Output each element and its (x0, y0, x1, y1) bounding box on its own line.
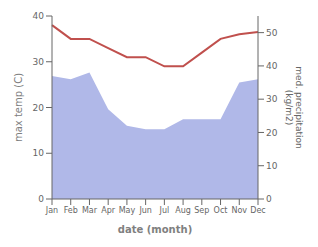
svg-text:Jun: Jun (138, 206, 152, 215)
svg-text:20: 20 (266, 128, 278, 138)
svg-text:30: 30 (33, 57, 45, 67)
svg-text:Mar: Mar (82, 206, 98, 215)
svg-text:40: 40 (33, 11, 45, 21)
svg-text:Aug: Aug (175, 206, 191, 215)
svg-text:Oct: Oct (214, 206, 228, 215)
svg-text:Sep: Sep (194, 206, 209, 215)
svg-text:date (month): date (month) (118, 224, 192, 235)
svg-text:Feb: Feb (64, 206, 78, 215)
svg-text:med. precipitation(kg/m2): med. precipitation(kg/m2) (284, 66, 304, 148)
svg-text:Nov: Nov (231, 206, 247, 215)
svg-text:30: 30 (266, 94, 278, 104)
svg-text:Apr: Apr (101, 206, 116, 215)
svg-text:Jan: Jan (45, 206, 58, 215)
svg-text:40: 40 (266, 61, 278, 71)
svg-text:50: 50 (266, 28, 278, 38)
svg-text:10: 10 (266, 161, 278, 171)
svg-text:max temp (C): max temp (C) (13, 73, 24, 142)
svg-text:May: May (119, 206, 136, 215)
svg-text:20: 20 (33, 103, 45, 113)
svg-text:0: 0 (266, 194, 272, 204)
svg-text:10: 10 (33, 148, 45, 158)
svg-text:Jul: Jul (159, 206, 170, 215)
svg-text:Dec: Dec (250, 206, 265, 215)
svg-text:0: 0 (38, 194, 44, 204)
